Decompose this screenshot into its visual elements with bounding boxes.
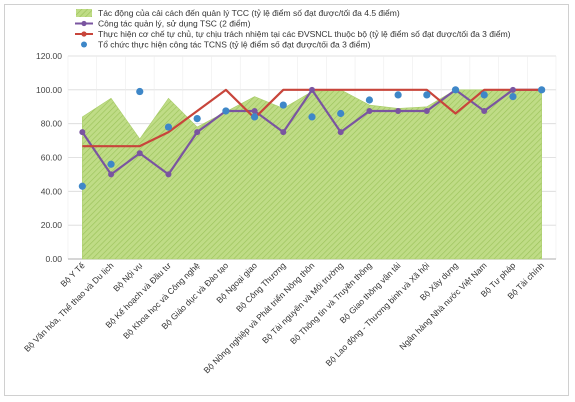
y-tick-label: 20.00 bbox=[41, 220, 63, 230]
scatter-point bbox=[337, 109, 345, 118]
line-marker bbox=[509, 86, 516, 93]
scatter-point bbox=[107, 160, 115, 168]
x-tick-label: Bộ Lao động - Thương binh và Xã hội bbox=[323, 260, 431, 368]
legend-swatch-point bbox=[81, 41, 87, 48]
scatter-point bbox=[365, 96, 374, 104]
line-marker bbox=[79, 129, 86, 136]
scatter-point bbox=[308, 113, 316, 121]
scatter-point bbox=[222, 107, 230, 115]
scatter-point bbox=[509, 93, 517, 101]
line-marker bbox=[136, 150, 143, 157]
line-marker bbox=[108, 171, 115, 178]
legend-label: Tổ chức thực hiện công tác TCNS (tỷ lệ đ… bbox=[98, 40, 371, 50]
y-tick-label: 40.00 bbox=[41, 186, 63, 196]
y-tick-label: 120.00 bbox=[36, 51, 62, 61]
legend-swatch-marker bbox=[81, 31, 87, 37]
line-marker bbox=[280, 129, 287, 136]
y-tick-label: 100.00 bbox=[36, 85, 62, 95]
line-marker bbox=[309, 86, 315, 93]
scatter-point bbox=[78, 182, 86, 190]
x-tick-label: Bộ Công Thương bbox=[234, 260, 288, 314]
scatter-point bbox=[164, 123, 173, 131]
line-marker bbox=[366, 107, 373, 114]
legend-swatch-area bbox=[76, 9, 92, 17]
y-tick-label: 0.00 bbox=[45, 254, 62, 264]
scatter-point bbox=[538, 86, 546, 94]
legend-label: Công tác quản lý, sử dụng TSC (2 điểm) bbox=[98, 19, 251, 29]
scatter-point bbox=[193, 114, 201, 123]
scatter-point bbox=[394, 91, 402, 99]
line-marker bbox=[251, 107, 258, 114]
legend-label: Thực hiện cơ chế tự chủ, tự chịu trách n… bbox=[98, 29, 511, 39]
legend-label: Tác động của cải cách đến quản lý TCC (t… bbox=[98, 8, 400, 18]
scatter-point bbox=[279, 101, 287, 109]
line-marker bbox=[165, 171, 172, 178]
scatter-point bbox=[480, 91, 488, 99]
scatter-point bbox=[423, 91, 431, 99]
line-marker bbox=[194, 129, 201, 136]
x-tick-label: Bộ Y Tế bbox=[58, 260, 87, 289]
scatter-point bbox=[451, 86, 460, 94]
legend-swatch-marker bbox=[81, 20, 87, 27]
y-tick-label: 60.00 bbox=[41, 153, 63, 163]
scatter-point bbox=[250, 113, 259, 121]
y-tick-label: 80.00 bbox=[41, 119, 63, 129]
line-marker bbox=[423, 107, 430, 114]
line-marker bbox=[481, 107, 488, 114]
line-marker bbox=[337, 129, 344, 136]
line-marker bbox=[395, 107, 402, 114]
scatter-point bbox=[136, 87, 144, 96]
